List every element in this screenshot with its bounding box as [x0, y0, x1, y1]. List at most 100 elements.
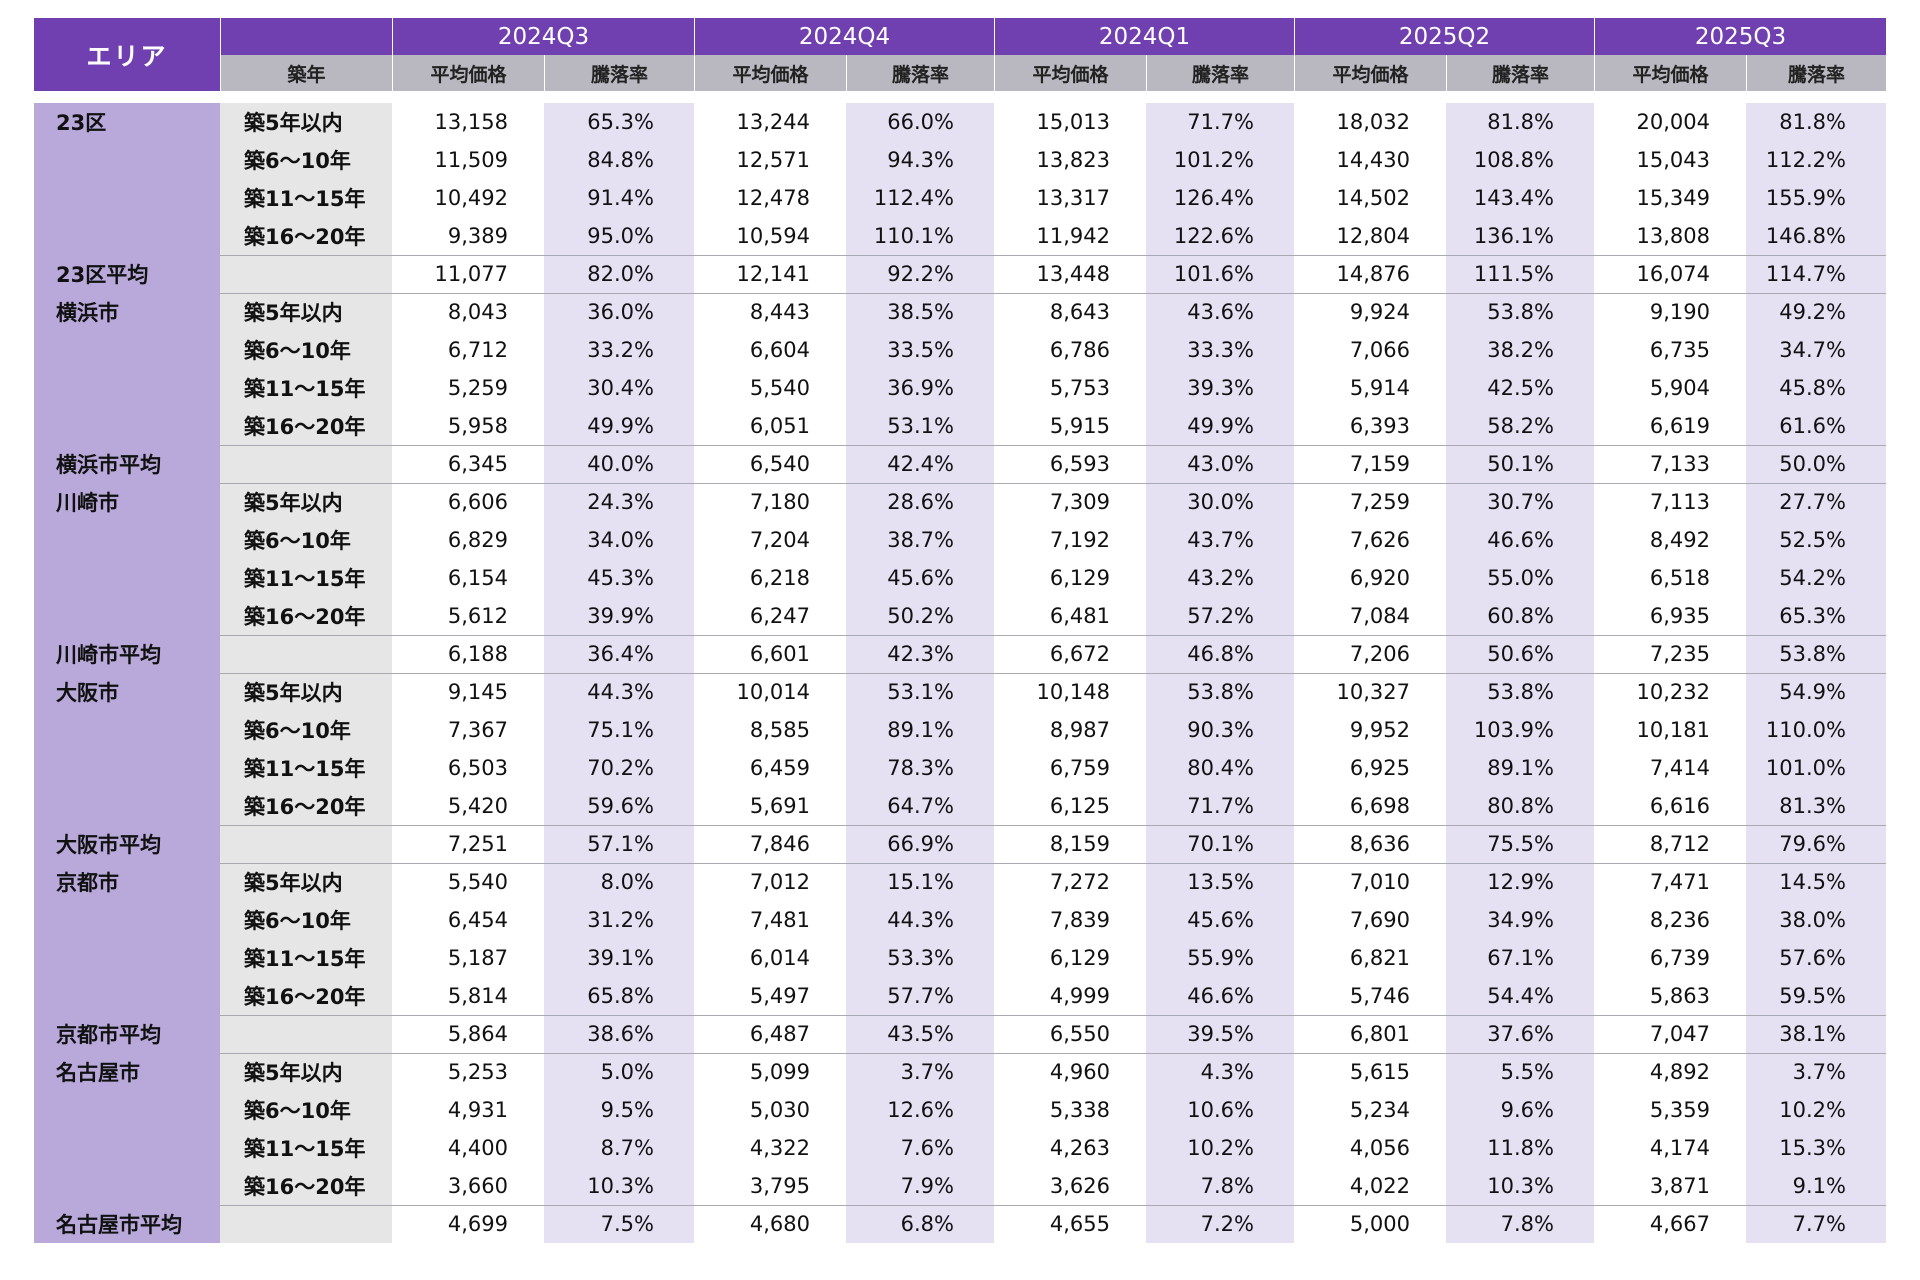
corner-header: エリア: [34, 18, 220, 91]
price-cell: 6,698: [1349, 794, 1410, 818]
rate-cell: 103.9%: [1473, 718, 1554, 742]
price-cell: 4,022: [1349, 1174, 1410, 1198]
rate-cell: 50.1%: [1487, 452, 1554, 476]
rate-cell: 126.4%: [1173, 186, 1254, 210]
price-cell: 5,612: [447, 604, 508, 628]
price-cell: 5,420: [447, 794, 508, 818]
price-cell: 5,615: [1349, 1060, 1410, 1084]
rate-cell: 28.6%: [887, 490, 954, 514]
price-cell: 8,159: [1049, 832, 1110, 856]
price-cell: 6,606: [447, 490, 508, 514]
rate-cell: 9.5%: [600, 1098, 654, 1122]
rate-cell: 38.0%: [1779, 908, 1846, 932]
rate-cell: 81.3%: [1779, 794, 1846, 818]
price-cell: 6,672: [1049, 642, 1110, 666]
rate-cell: 64.7%: [887, 794, 954, 818]
rate-cell: 53.8%: [1779, 642, 1846, 666]
subheader: 騰落率: [846, 55, 994, 91]
price-cell: 4,699: [447, 1212, 508, 1236]
rate-cell: 101.0%: [1765, 756, 1846, 780]
age-label: 築6～10年: [244, 339, 351, 363]
rate-cell: 79.6%: [1779, 832, 1846, 856]
row-separator: [220, 825, 1886, 826]
price-cell: 6,218: [749, 566, 810, 590]
rate-cell: 10.3%: [1487, 1174, 1554, 1198]
row-separator: [220, 1053, 1886, 1054]
price-cell: 6,487: [749, 1022, 810, 1046]
rate-cell: 44.3%: [887, 908, 954, 932]
age-label: 築16～20年: [244, 795, 366, 819]
subheader: 騰落率: [1446, 55, 1594, 91]
price-cell: 6,345: [447, 452, 508, 476]
price-cell: 6,518: [1649, 566, 1710, 590]
subheader: 騰落率: [1746, 55, 1886, 91]
average-label: 大阪市平均: [56, 833, 161, 857]
rate-cell: 4.3%: [1200, 1060, 1254, 1084]
rate-cell: 55.0%: [1487, 566, 1554, 590]
rate-cell: 15.1%: [887, 870, 954, 894]
rate-cell: 46.6%: [1487, 528, 1554, 552]
rate-cell: 75.1%: [587, 718, 654, 742]
subheader: 平均価格: [392, 55, 544, 91]
price-cell: 13,823: [1036, 148, 1110, 172]
rate-cell: 143.4%: [1473, 186, 1554, 210]
rate-cell: 30.7%: [1487, 490, 1554, 514]
rate-cell: 54.4%: [1487, 984, 1554, 1008]
rate-cell: 43.5%: [887, 1022, 954, 1046]
rate-cell: 65.3%: [587, 110, 654, 134]
age-label: 築6～10年: [244, 909, 351, 933]
rate-cell: 30.4%: [587, 376, 654, 400]
price-cell: 8,492: [1649, 528, 1710, 552]
average-label: 23区平均: [56, 263, 149, 287]
rate-cell: 38.5%: [887, 300, 954, 324]
rate-cell: 61.6%: [1779, 414, 1846, 438]
rate-cell: 49.9%: [587, 414, 654, 438]
rate-cell: 146.8%: [1765, 224, 1846, 248]
rate-cell: 90.3%: [1187, 718, 1254, 742]
rate-cell: 36.9%: [887, 376, 954, 400]
rate-cell: 71.7%: [1187, 110, 1254, 134]
period-header: 2024Q3: [392, 18, 694, 55]
rate-cell: 42.5%: [1487, 376, 1554, 400]
rate-cell: 57.7%: [887, 984, 954, 1008]
price-cell: 4,056: [1349, 1136, 1410, 1160]
rate-cell: 40.0%: [587, 452, 654, 476]
rate-cell: 108.8%: [1473, 148, 1554, 172]
price-cell: 15,043: [1636, 148, 1710, 172]
rate-cell: 7.8%: [1200, 1174, 1254, 1198]
price-cell: 6,051: [749, 414, 810, 438]
age-label: 築11～15年: [244, 377, 366, 401]
header-blank: [220, 18, 392, 55]
price-cell: 7,272: [1049, 870, 1110, 894]
price-cell: 12,141: [736, 262, 810, 286]
price-cell: 6,821: [1349, 946, 1410, 970]
price-cell: 7,012: [749, 870, 810, 894]
area-label: 横浜市: [56, 301, 119, 325]
price-cell: 7,414: [1649, 756, 1710, 780]
price-cell: 5,000: [1349, 1212, 1410, 1236]
rate-cell: 33.2%: [587, 338, 654, 362]
price-cell: 4,931: [447, 1098, 508, 1122]
subheader: 平均価格: [1294, 55, 1446, 91]
price-cell: 4,892: [1649, 1060, 1710, 1084]
price-cell: 7,192: [1049, 528, 1110, 552]
area-label: 大阪市: [56, 681, 119, 705]
price-cell: 4,400: [447, 1136, 508, 1160]
subheader: 平均価格: [1594, 55, 1746, 91]
price-cell: 5,915: [1049, 414, 1110, 438]
rate-cell: 9.6%: [1500, 1098, 1554, 1122]
age-label: 築5年以内: [244, 301, 343, 325]
rate-cell: 49.9%: [1187, 414, 1254, 438]
rate-cell: 50.0%: [1779, 452, 1846, 476]
price-cell: 6,459: [749, 756, 810, 780]
age-label: 築6～10年: [244, 719, 351, 743]
rate-cell: 39.5%: [1187, 1022, 1254, 1046]
rate-cell: 45.3%: [587, 566, 654, 590]
rate-cell: 34.9%: [1487, 908, 1554, 932]
rate-cell: 101.2%: [1173, 148, 1254, 172]
rate-cell: 38.1%: [1779, 1022, 1846, 1046]
price-cell: 6,593: [1049, 452, 1110, 476]
rate-cell: 24.3%: [587, 490, 654, 514]
rate-cell: 10.3%: [587, 1174, 654, 1198]
